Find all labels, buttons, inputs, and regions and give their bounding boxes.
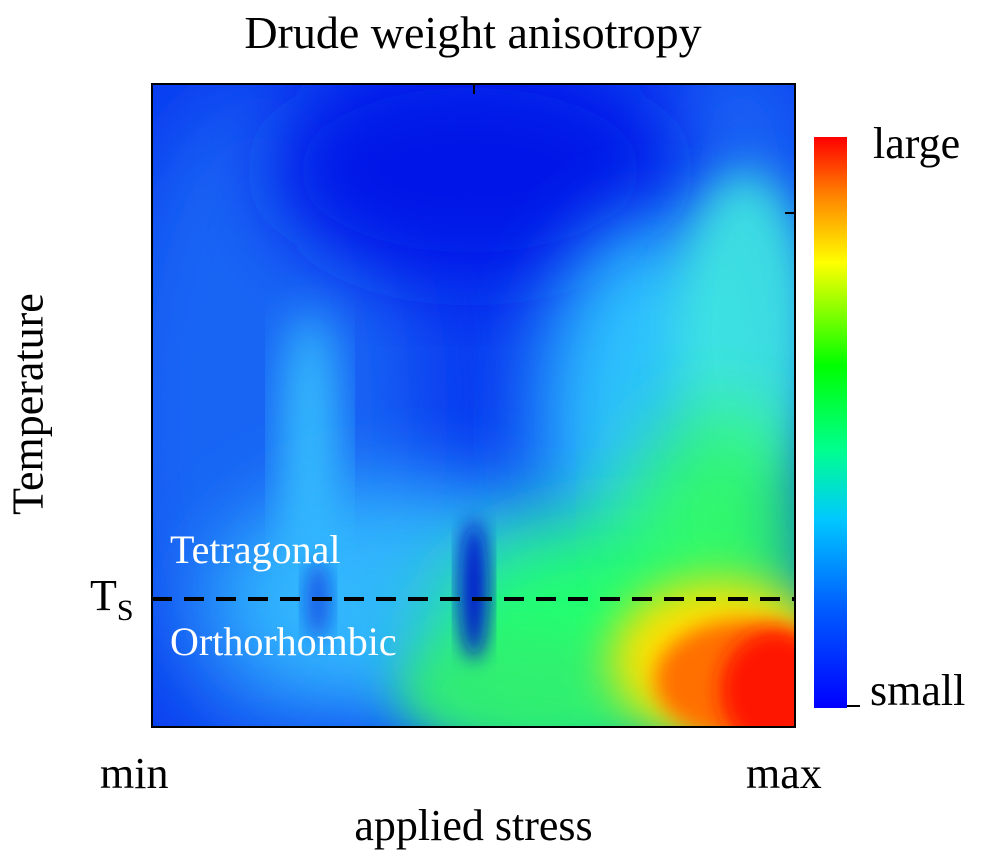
y-tick-label-ts: TS [90,570,134,628]
x-tick-label-max: max [746,749,822,798]
colorbar [814,137,847,708]
colorbar-min-label: small [870,666,966,715]
region-label-orthorhombic: Orthorhombic [170,619,397,664]
region-label-tetragonal: Tetragonal [170,527,341,572]
chart-title: Drude weight anisotropy [244,7,702,58]
x-tick-label-min: min [100,749,169,798]
y-tick-label-ts-sub: S [116,594,134,627]
colorbar-max-label: large [873,119,961,168]
y-tick-label-ts-main: T [90,571,117,620]
x-axis-label: applied stress [354,801,593,850]
heatmap-field [152,84,795,727]
